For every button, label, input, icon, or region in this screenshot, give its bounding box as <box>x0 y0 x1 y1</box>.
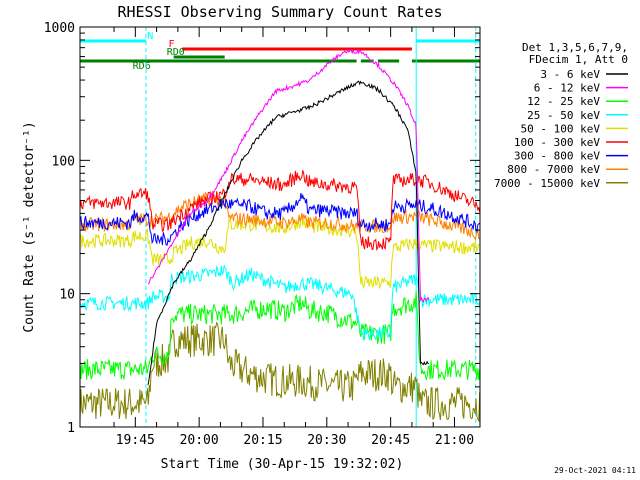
legend-label-3-6-kev: 3 - 6 keV <box>540 68 600 81</box>
legend-label-100-300-kev: 100 - 300 keV <box>514 136 600 149</box>
legend: Det 1,3,5,6,7,9, FDecim 1, Att 0 3 - 6 k… <box>494 41 628 190</box>
series-line-800-7000-kev <box>79 191 480 241</box>
y-tick-label: 1 <box>67 421 75 436</box>
flag-label-f: F <box>168 39 174 50</box>
x-tick-label: 20:30 <box>307 433 346 448</box>
y-axis-label: Count Rate (s⁻¹ detector⁻¹) <box>22 121 37 332</box>
legend-label-800-7000-kev: 800 - 7000 keV <box>507 163 600 176</box>
flag-label-n: N <box>147 31 153 42</box>
legend-header-line-1: Det 1,3,5,6,7,9, <box>522 41 628 54</box>
y-tick-label: 1000 <box>44 21 75 36</box>
x-tick-label: 19:45 <box>116 433 155 448</box>
saa-lines <box>145 27 477 427</box>
legend-label-300-800-kev: 300 - 800 keV <box>514 150 600 163</box>
y-tick-label: 10 <box>59 288 75 303</box>
x-axis-label: Start Time (30-Apr-15 19:32:02) <box>161 457 404 472</box>
series-line-300-800-kev <box>79 193 481 246</box>
legend-label-12-25-kev: 12 - 25 keV <box>527 95 600 108</box>
x-tick-label: 20:15 <box>243 433 282 448</box>
x-tick-label: 20:45 <box>371 433 410 448</box>
series-line-100-300-kev <box>79 170 481 252</box>
series-line-6-12-kev <box>147 49 430 303</box>
legend-label-6-12-kev: 6 - 12 keV <box>534 82 601 95</box>
x-tick-label: 21:00 <box>435 433 474 448</box>
flag-label-rd0: RD0 <box>167 47 185 58</box>
series-line-3-6-kev <box>147 80 430 385</box>
series-line-25-50-kev <box>79 264 481 341</box>
y-tick-label: 100 <box>52 154 75 169</box>
series-line-50-100-kev <box>79 215 480 290</box>
legend-header-line-2: FDecim 1, Att 0 <box>529 53 628 66</box>
x-tick-label: 20:00 <box>180 433 219 448</box>
series-group <box>79 49 481 423</box>
chart-title: RHESSI Observing Summary Count Rates <box>117 3 442 21</box>
legend-label-25-50-kev: 25 - 50 keV <box>527 109 600 122</box>
series-line-12-25-kev <box>79 291 481 381</box>
axes-group: 1 10 100 1000 19:45 20:00 20:15 20:30 20:45 21:00 <box>44 21 480 448</box>
series-line-7000-15000-kev <box>79 321 481 423</box>
flag-label-rd6: RD6 <box>133 61 151 72</box>
date-stamp: 29-Oct-2021 04:11 <box>554 466 636 475</box>
legend-label-7000-15000-kev: 7000 - 15000 keV <box>494 177 600 190</box>
plot-frame <box>79 26 481 428</box>
legend-label-50-100-kev: 50 - 100 keV <box>521 122 601 135</box>
